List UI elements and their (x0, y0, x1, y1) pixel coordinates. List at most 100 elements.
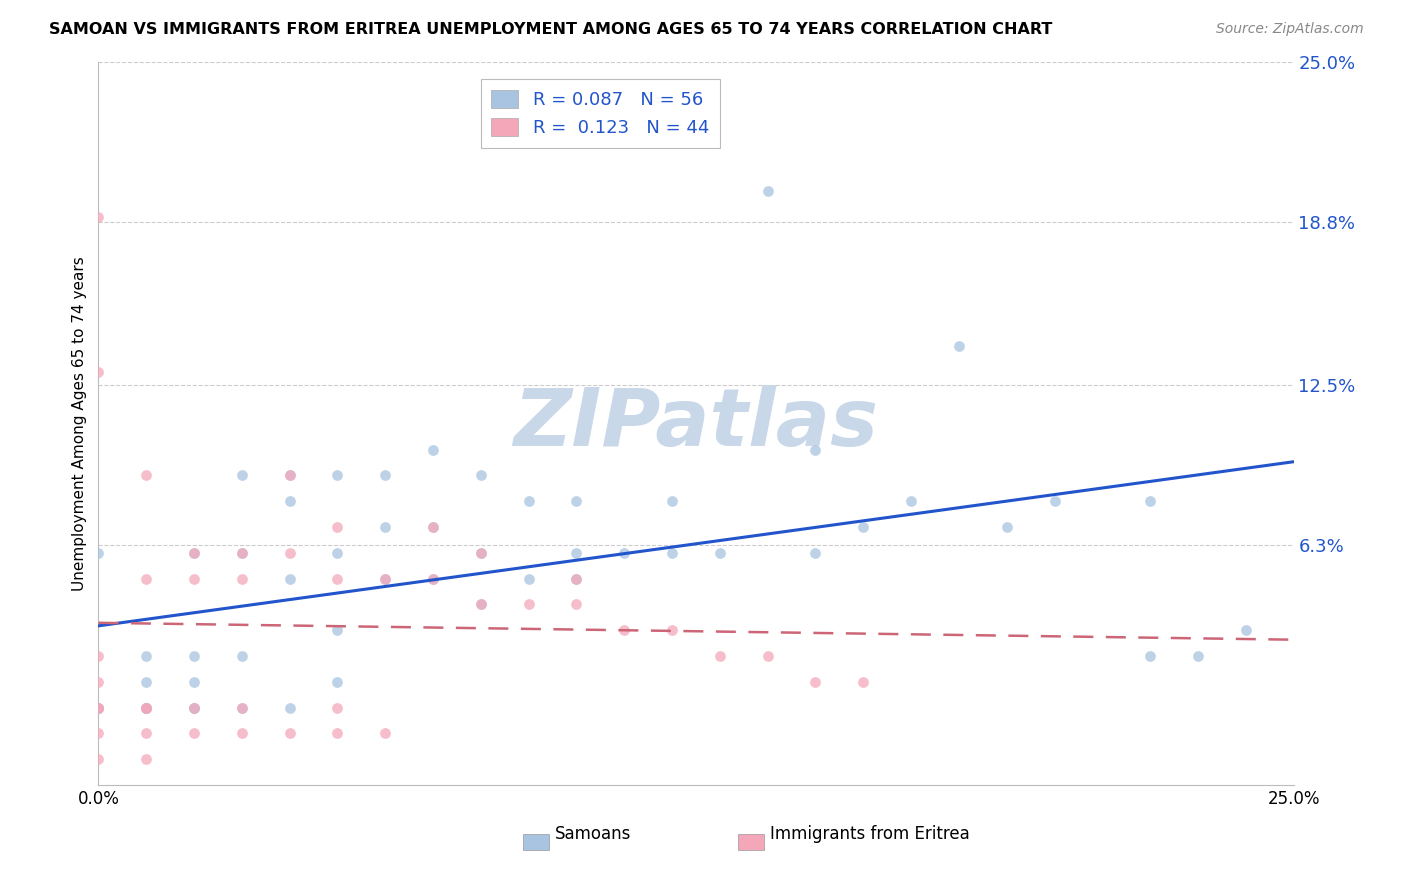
Point (87, 700, 110, 714)
Point (278, 494, 301, 508)
Point (470, 546, 492, 560)
Point (278, 468, 301, 483)
Point (517, 598, 540, 612)
Point (422, 442, 444, 457)
Point (565, 494, 588, 508)
Point (87, 700, 110, 714)
Point (135, 726, 157, 740)
Point (374, 468, 396, 483)
Text: Source: ZipAtlas.com: Source: ZipAtlas.com (1216, 22, 1364, 37)
Point (517, 494, 540, 508)
Point (422, 572, 444, 586)
Point (183, 674, 205, 689)
Point (87, 700, 110, 714)
Point (995, 520, 1018, 534)
Point (87, 648, 110, 663)
Point (613, 623, 636, 637)
Point (87, 752, 110, 766)
Point (326, 674, 349, 689)
Point (231, 468, 253, 483)
Point (278, 726, 301, 740)
Point (278, 546, 301, 560)
Point (87, 365, 110, 379)
Point (661, 494, 683, 508)
Point (231, 546, 253, 560)
Text: Immigrants from Eritrea: Immigrants from Eritrea (770, 825, 970, 843)
Point (470, 468, 492, 483)
Point (135, 700, 157, 714)
Point (374, 726, 396, 740)
Point (804, 674, 827, 689)
Point (613, 546, 636, 560)
Point (948, 339, 970, 353)
Point (278, 572, 301, 586)
Point (374, 572, 396, 586)
Point (1139, 494, 1161, 508)
Point (231, 726, 253, 740)
Point (135, 752, 157, 766)
Point (661, 623, 683, 637)
Point (1234, 623, 1257, 637)
Point (756, 185, 779, 199)
Point (565, 572, 588, 586)
Point (231, 700, 253, 714)
Point (804, 546, 827, 560)
Point (87, 700, 110, 714)
Point (326, 468, 349, 483)
Point (87, 546, 110, 560)
Point (87, 674, 110, 689)
Point (565, 546, 588, 560)
Point (231, 546, 253, 560)
Point (183, 700, 205, 714)
Point (87, 700, 110, 714)
Point (135, 700, 157, 714)
Text: SAMOAN VS IMMIGRANTS FROM ERITREA UNEMPLOYMENT AMONG AGES 65 TO 74 YEARS CORRELA: SAMOAN VS IMMIGRANTS FROM ERITREA UNEMPL… (49, 22, 1053, 37)
Point (135, 572, 157, 586)
Point (326, 546, 349, 560)
Point (852, 674, 875, 689)
Point (326, 700, 349, 714)
Point (231, 700, 253, 714)
Point (278, 700, 301, 714)
Point (374, 572, 396, 586)
Point (1187, 648, 1209, 663)
Point (135, 700, 157, 714)
Point (804, 442, 827, 457)
Point (470, 546, 492, 560)
Point (278, 468, 301, 483)
Point (87, 211, 110, 225)
Point (517, 572, 540, 586)
Point (661, 546, 683, 560)
Text: ZIPatlas: ZIPatlas (513, 384, 879, 463)
Text: Samoans: Samoans (555, 825, 631, 843)
Point (374, 520, 396, 534)
Point (231, 572, 253, 586)
Point (183, 546, 205, 560)
Point (135, 468, 157, 483)
Point (326, 726, 349, 740)
Point (422, 572, 444, 586)
Point (183, 648, 205, 663)
Point (1139, 648, 1161, 663)
Point (565, 598, 588, 612)
Point (135, 648, 157, 663)
Point (709, 648, 731, 663)
Point (183, 700, 205, 714)
Point (183, 700, 205, 714)
Point (422, 520, 444, 534)
Point (565, 572, 588, 586)
Point (183, 726, 205, 740)
Point (135, 674, 157, 689)
Point (470, 598, 492, 612)
Point (900, 494, 922, 508)
Point (756, 648, 779, 663)
Point (852, 520, 875, 534)
Point (135, 700, 157, 714)
Point (231, 648, 253, 663)
Point (422, 520, 444, 534)
Bar (523, 834, 548, 850)
Point (470, 598, 492, 612)
Point (326, 520, 349, 534)
Point (183, 572, 205, 586)
Point (135, 700, 157, 714)
